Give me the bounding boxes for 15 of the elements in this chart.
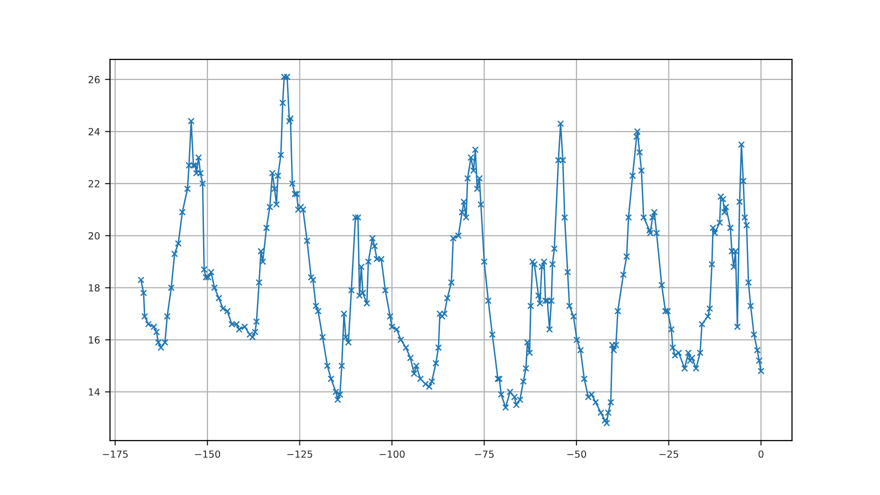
x-tick-label: −25 (660, 450, 678, 458)
y-tick-label: 20 (88, 232, 100, 240)
x-tick-label: −50 (567, 450, 586, 458)
y-tick-label: 14 (88, 388, 100, 396)
y-tick-label: 26 (88, 76, 100, 84)
x-tick-label: −125 (287, 450, 312, 458)
y-tick-label: 16 (88, 336, 100, 344)
x-tick-label: −100 (380, 450, 405, 458)
x-tick-label: −150 (195, 450, 220, 458)
y-tick-label: 18 (88, 284, 100, 292)
x-tick-label: −75 (474, 450, 494, 458)
y-tick-label: 22 (88, 180, 100, 188)
x-tick-label: −175 (102, 450, 128, 458)
x-tick-label: 0 (758, 450, 764, 458)
y-tick-label: 24 (88, 128, 100, 136)
